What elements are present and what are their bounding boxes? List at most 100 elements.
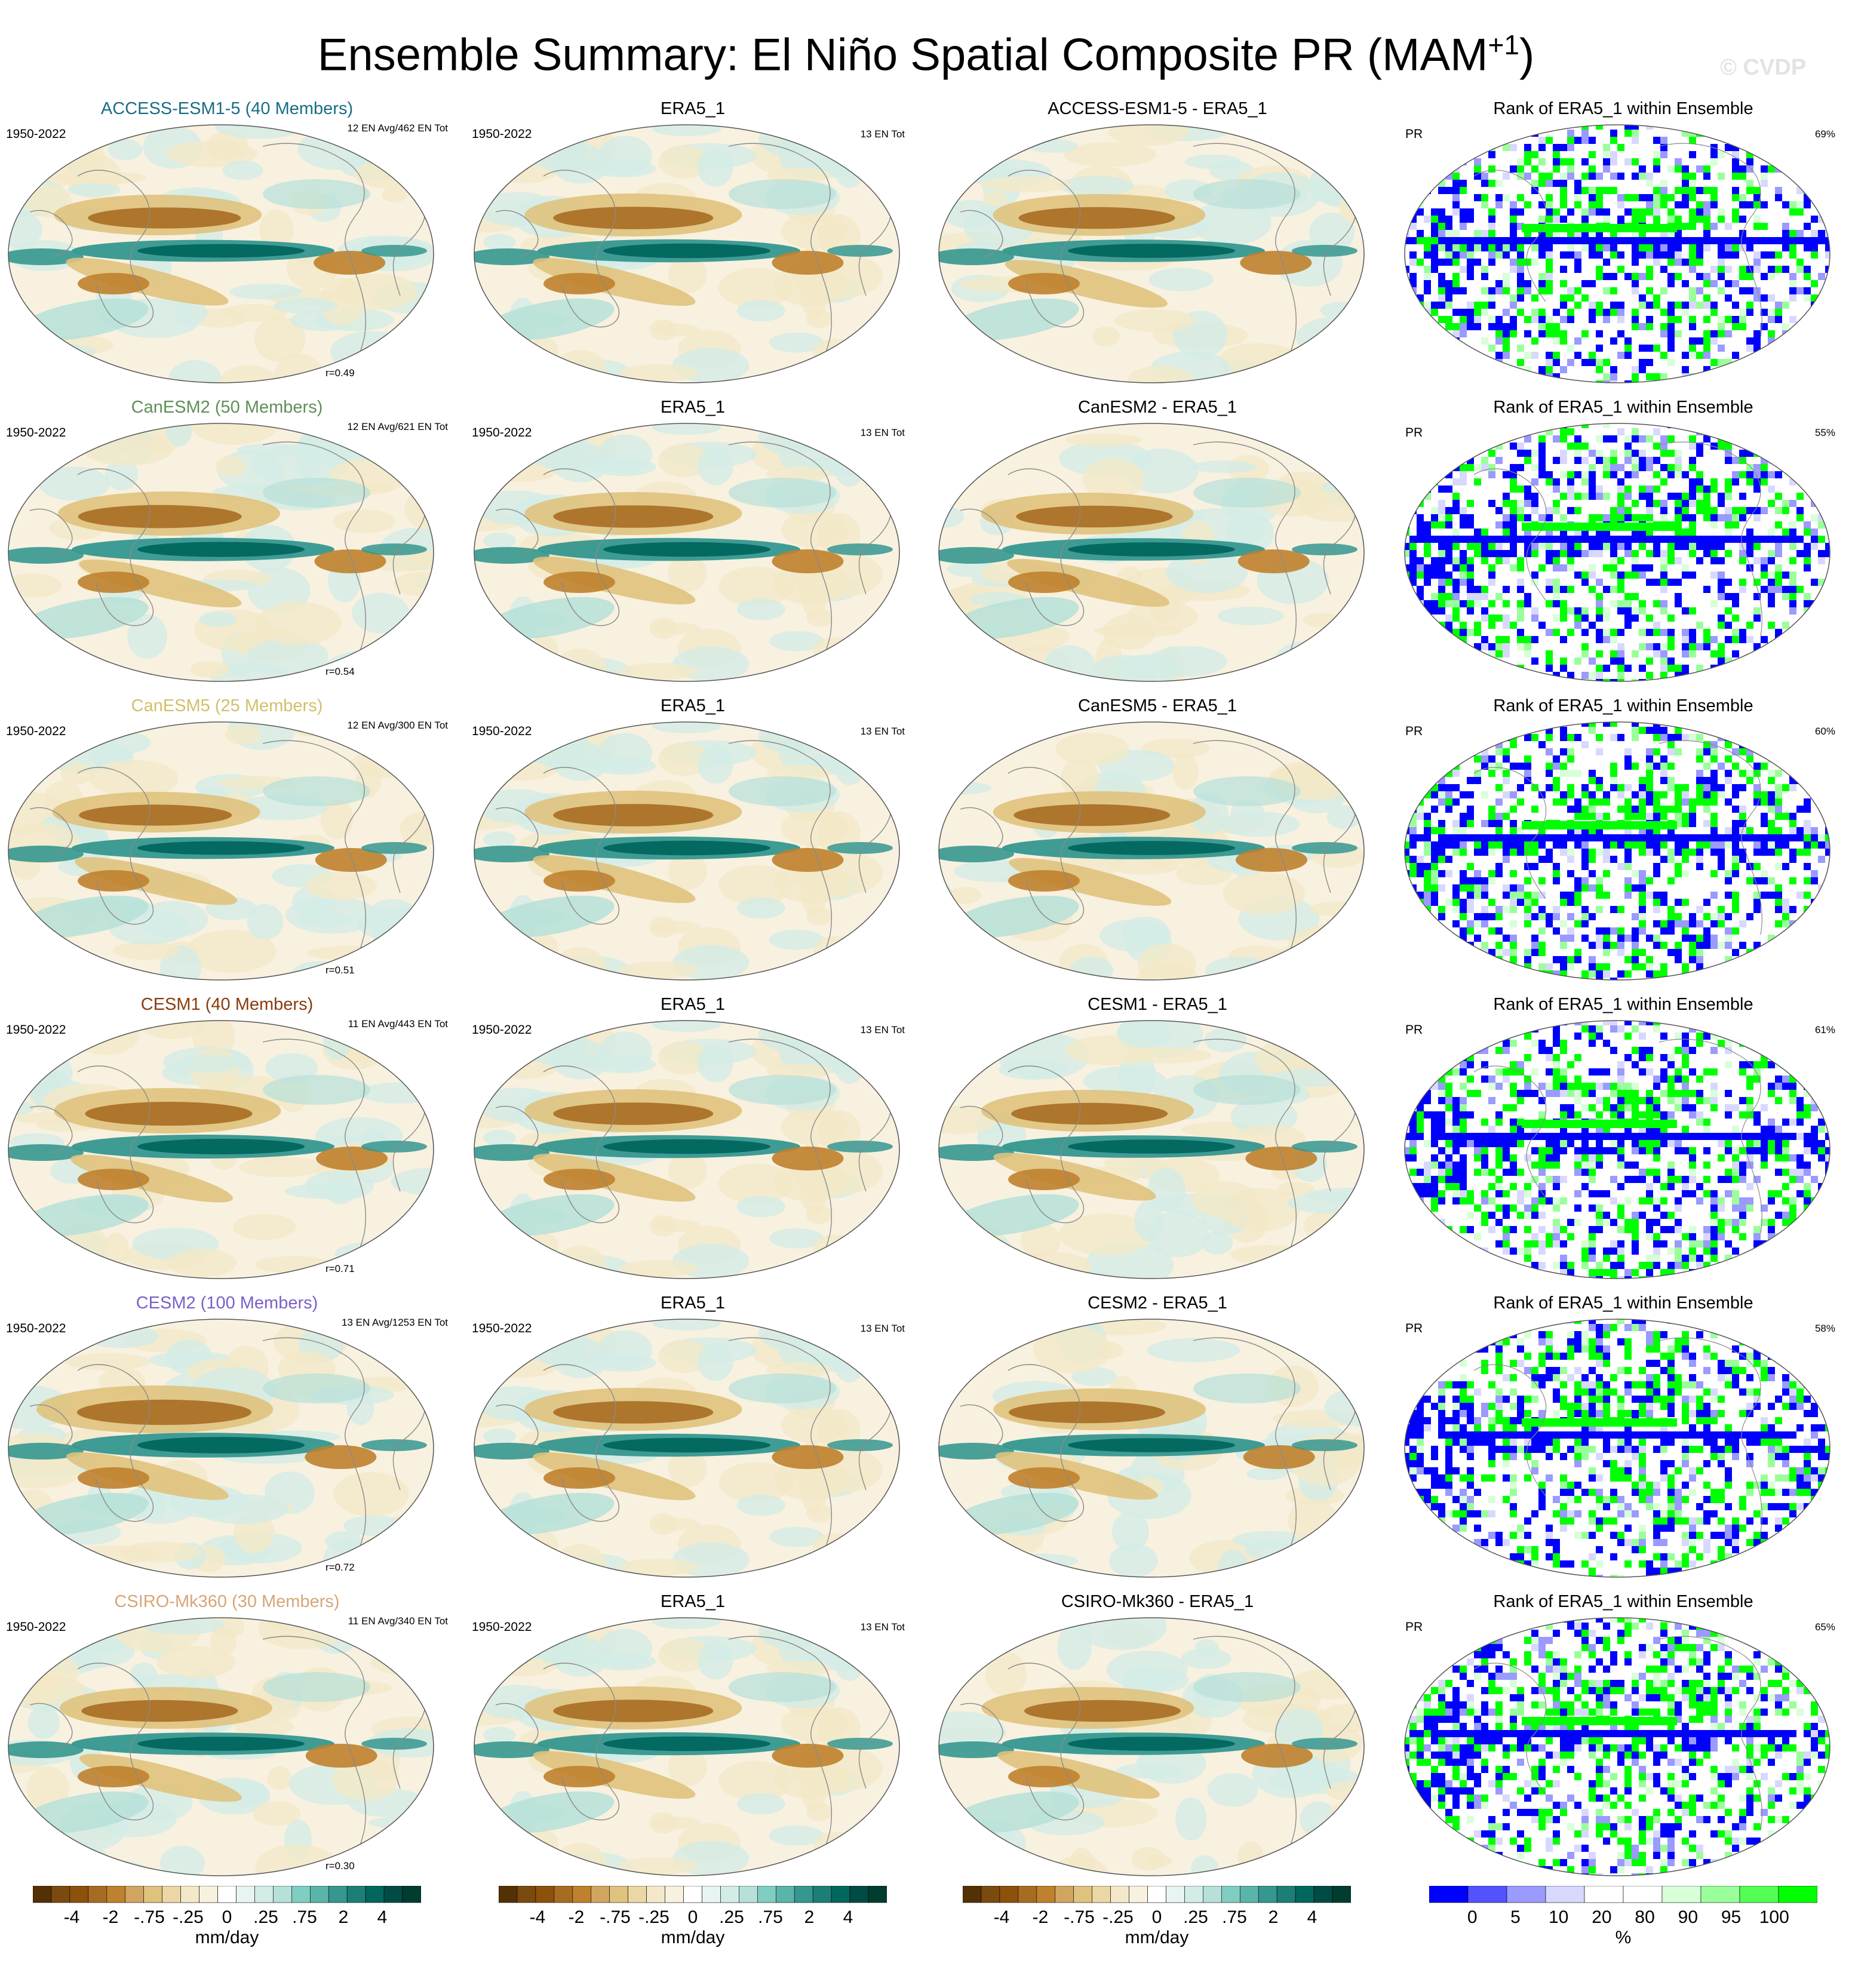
rank-panel: Rank of ERA5_1 within Ensemble PR 61% (1402, 994, 1844, 1293)
coastlines (1473, 1337, 1762, 1532)
pr-anomaly-field (474, 125, 899, 383)
colorbar-swatch (1506, 1885, 1546, 1903)
colorbar-tick-label: -.75 (134, 1907, 165, 1927)
rank-panel: Rank of ERA5_1 within Ensemble PR 55% (1402, 397, 1844, 696)
difference-map (938, 423, 1365, 682)
colorbar-swatch (254, 1885, 274, 1903)
en-count-label: 11 EN Avg/443 EN Tot (348, 1018, 448, 1030)
colorbar-tick-label: -.75 (1064, 1907, 1095, 1927)
period-label: 1950-2022 (472, 1322, 532, 1335)
colorbar-swatch (1239, 1885, 1259, 1903)
obs-panel: ERA5_1 1950-2022 13 EN Tot (472, 994, 914, 1293)
colorbar-swatch (535, 1885, 555, 1903)
pr-colorbar-1: -4 -2 -.75 -.25 0 .25 .75 2 4 mm/day (32, 1885, 422, 1952)
obs-map (474, 1020, 900, 1279)
colorbar-tick-label: -4 (529, 1907, 546, 1927)
colorbar-swatch (683, 1885, 702, 1903)
colorbar-swatch (554, 1885, 573, 1903)
colorbar-swatch (794, 1885, 813, 1903)
model-panel: CESM2 (100 Members) 1950-2022 13 EN Avg/12… (6, 1293, 448, 1591)
coastlines (29, 1337, 426, 1574)
variable-label: PR (1405, 426, 1423, 440)
obs-panel: ERA5_1 1950-2022 13 EN Tot (472, 397, 914, 696)
colorbar-swatch (812, 1885, 832, 1903)
rank-panel: Rank of ERA5_1 within Ensemble PR 65% (1402, 1591, 1844, 1890)
colorbar-swatch (981, 1885, 1000, 1903)
period-label: 1950-2022 (472, 127, 532, 141)
colorbar-swatch (236, 1885, 255, 1903)
model-map (8, 1020, 434, 1279)
colorbar-tick-label: -.25 (638, 1907, 669, 1927)
colorbar-tick-label: -2 (102, 1907, 119, 1927)
colorbar-swatch (628, 1885, 647, 1903)
rank-panel: Rank of ERA5_1 within Ensemble PR 69% (1402, 99, 1844, 397)
rank-map (1404, 124, 1830, 383)
colorbar-swatch (775, 1885, 795, 1903)
model-map (8, 124, 434, 383)
en-count-label: 11 EN Avg/340 EN Tot (348, 1615, 448, 1627)
map-outline (8, 1319, 434, 1578)
variable-label: PR (1405, 1620, 1423, 1634)
map-outline (1404, 423, 1830, 682)
obs-panel: ERA5_1 1950-2022 13 EN Tot (472, 99, 914, 397)
model-panel: CSIRO-Mk360 (30 Members) 1950-2022 11 EN A… (6, 1591, 448, 1890)
rank-panel: Rank of ERA5_1 within Ensemble PR 58% (1402, 1293, 1844, 1591)
colorbar-tick-label: .25 (253, 1907, 278, 1927)
en-count-label: 12 EN Avg/621 EN Tot (347, 421, 448, 432)
difference-panel: CESM2 - ERA5_1 (936, 1293, 1378, 1591)
colorbar-swatch (962, 1885, 982, 1903)
colorbar-tick-label: 4 (377, 1907, 388, 1927)
map-outline (474, 1319, 900, 1578)
pattern-correlation-label: r=0.54 (325, 666, 355, 677)
model-panel: CanESM2 (50 Members) 1950-2022 12 EN Avg/6… (6, 397, 448, 696)
coastlines (1473, 441, 1762, 637)
colorbar-units-label: % (1615, 1928, 1632, 1947)
colorbar-swatch (273, 1885, 292, 1903)
colorbar-swatch (757, 1885, 776, 1903)
coastlines (960, 740, 1357, 977)
map-outline (938, 1319, 1365, 1578)
variable-label: PR (1405, 1023, 1423, 1037)
colorbar-tick-label: .75 (758, 1907, 783, 1927)
colorbar-swatch (1778, 1885, 1818, 1903)
map-outline (8, 423, 434, 682)
colorbar-swatch (383, 1885, 403, 1903)
pr-anomaly-field (939, 722, 1364, 980)
rank-percent-label: 69% (1814, 128, 1835, 140)
map-outline (1404, 124, 1830, 383)
map-outline (1404, 1020, 1830, 1279)
colorbar-tick-label: 0 (1151, 1907, 1162, 1927)
colorbar-swatch (291, 1885, 311, 1903)
colorbar-tick-label: 80 (1635, 1907, 1655, 1927)
model-map (8, 1617, 434, 1876)
colorbar-tick-label: 0 (1467, 1907, 1478, 1927)
period-label: 1950-2022 (6, 1023, 66, 1037)
colorbar-swatch (1055, 1885, 1074, 1903)
watermark: © CVDP (1720, 55, 1807, 80)
colorbar-swatch (309, 1885, 329, 1903)
pr-anomaly-field (8, 1319, 434, 1577)
map-outline (1404, 1617, 1830, 1876)
colorbar-swatch (999, 1885, 1019, 1903)
colorbar-swatch (1545, 1885, 1585, 1903)
colorbar-tick-label: 20 (1592, 1907, 1612, 1927)
pr-anomaly-field (939, 1319, 1364, 1577)
pr-colorbar-2: -4 -2 -.75 -.25 0 .25 .75 2 4 mm/day (498, 1885, 887, 1952)
map-outline (8, 1617, 434, 1876)
colorbar-swatch (1467, 1885, 1507, 1903)
en-count-label: 12 EN Avg/300 EN Tot (347, 720, 448, 731)
colorbar-swatch (720, 1885, 739, 1903)
colorbar-swatch (1073, 1885, 1092, 1903)
difference-map (938, 1020, 1365, 1279)
rank-percent-label: 65% (1814, 1621, 1835, 1633)
map-outline (474, 124, 900, 383)
pr-anomaly-field (8, 125, 434, 383)
colorbar-tick-label: 4 (843, 1907, 853, 1927)
rank-field (1405, 1319, 1830, 1577)
colorbar-swatch (69, 1885, 89, 1903)
colorbar-swatch (217, 1885, 237, 1903)
colorbar-tick-label: 4 (1307, 1907, 1317, 1927)
en-count-label: 13 EN Tot (860, 1323, 905, 1334)
colorbar-tick-label: .25 (1183, 1907, 1208, 1927)
